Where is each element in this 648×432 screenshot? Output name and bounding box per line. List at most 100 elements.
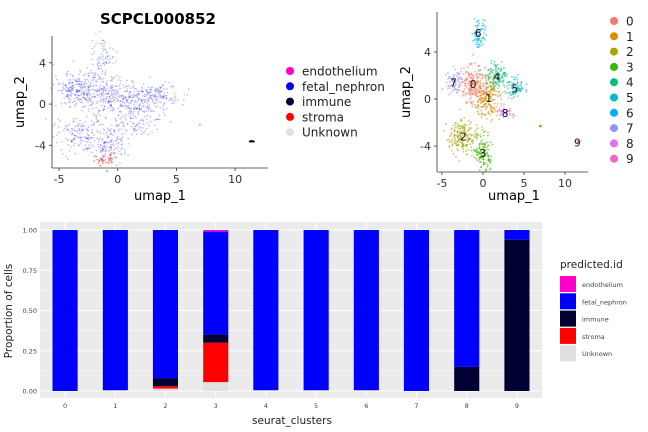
cluster-point bbox=[481, 128, 484, 131]
umap-point bbox=[71, 140, 73, 142]
cluster-label: 3 bbox=[480, 148, 487, 160]
cluster-point bbox=[473, 75, 476, 77]
umap-point bbox=[89, 94, 91, 97]
umap-point bbox=[138, 128, 140, 131]
cluster-point bbox=[475, 82, 477, 85]
cluster-point bbox=[457, 86, 460, 89]
umap-point bbox=[105, 61, 108, 64]
umap-point bbox=[116, 90, 118, 93]
umap-point bbox=[96, 120, 98, 123]
umap-point bbox=[79, 87, 82, 89]
cluster-point bbox=[456, 135, 459, 138]
legend-swatch bbox=[286, 112, 294, 121]
umap-point bbox=[61, 92, 64, 95]
umap-point bbox=[161, 96, 163, 99]
umap-point bbox=[84, 140, 86, 143]
cluster-point bbox=[500, 67, 502, 70]
umap-point bbox=[110, 90, 113, 92]
umap-point bbox=[82, 74, 85, 76]
umap-point bbox=[77, 98, 79, 101]
umap-point bbox=[164, 94, 167, 97]
umap-point bbox=[124, 104, 127, 107]
y-tick-label: -4 bbox=[35, 139, 46, 152]
cluster-point bbox=[458, 140, 461, 143]
umap-point bbox=[83, 81, 86, 84]
cluster-point bbox=[497, 68, 500, 70]
umap-legend: endotheliumfetal_nephronimmunestromaUnkn… bbox=[286, 65, 385, 140]
umap-point bbox=[83, 94, 85, 96]
umap-point bbox=[93, 114, 96, 116]
umap-point bbox=[162, 84, 164, 86]
bar-segment-Unknown bbox=[152, 388, 178, 391]
umap-point bbox=[112, 56, 114, 59]
cluster-point bbox=[462, 150, 465, 153]
umap-point bbox=[114, 147, 117, 150]
umap-point bbox=[133, 103, 135, 105]
umap-point bbox=[86, 141, 88, 143]
umap-point bbox=[81, 85, 83, 88]
umap-point bbox=[69, 86, 72, 89]
cluster-point bbox=[473, 18, 476, 20]
umap-point bbox=[131, 99, 133, 102]
cluster-point bbox=[467, 119, 470, 122]
umap-point bbox=[132, 127, 135, 130]
cluster-point bbox=[473, 134, 475, 136]
umap-point bbox=[170, 85, 172, 88]
cluster-point bbox=[487, 86, 490, 88]
umap-point bbox=[90, 99, 92, 102]
umap-point bbox=[115, 119, 117, 121]
umap-point bbox=[88, 147, 90, 149]
cluster-point bbox=[486, 92, 489, 95]
umap-point bbox=[65, 74, 68, 77]
umap-point bbox=[151, 98, 153, 100]
umap-point bbox=[90, 124, 93, 127]
umap-point bbox=[149, 91, 152, 94]
umap-point bbox=[69, 101, 71, 104]
umap-point bbox=[137, 108, 139, 110]
umap-point bbox=[163, 88, 165, 90]
umap-point bbox=[81, 127, 83, 129]
umap-point bbox=[95, 149, 98, 152]
umap-point bbox=[108, 62, 110, 64]
cluster-point bbox=[462, 143, 465, 146]
y-tick-label: 4 bbox=[39, 57, 46, 70]
umap-point bbox=[110, 161, 113, 164]
cluster-point bbox=[478, 145, 481, 148]
umap-point bbox=[84, 105, 87, 107]
umap-point bbox=[77, 94, 80, 97]
umap-point bbox=[163, 102, 166, 104]
umap-point bbox=[104, 97, 107, 100]
cluster-point bbox=[478, 76, 480, 79]
umap-point bbox=[103, 85, 105, 88]
cluster-point bbox=[489, 70, 492, 73]
cluster-point bbox=[469, 143, 471, 146]
umap-point bbox=[146, 105, 149, 107]
cluster-point bbox=[461, 136, 463, 139]
cluster-point bbox=[475, 133, 477, 136]
umap-point bbox=[91, 88, 93, 91]
cluster-point bbox=[504, 112, 506, 115]
legend-label: 7 bbox=[626, 122, 634, 136]
umap-point bbox=[111, 86, 113, 89]
umap-point bbox=[91, 63, 94, 66]
cluster-point bbox=[481, 126, 483, 128]
cluster-point bbox=[525, 88, 527, 91]
umap-point bbox=[143, 104, 145, 107]
umap-point bbox=[110, 109, 112, 111]
umap-point bbox=[114, 101, 116, 104]
umap-point bbox=[163, 95, 165, 97]
umap-point bbox=[101, 92, 104, 95]
umap-point bbox=[125, 90, 127, 92]
umap-point bbox=[91, 95, 94, 98]
cluster-point bbox=[487, 76, 490, 79]
umap-point bbox=[155, 87, 157, 89]
cluster-point bbox=[481, 74, 484, 77]
umap-point bbox=[105, 62, 108, 64]
umap-point bbox=[136, 95, 139, 98]
cluster-point bbox=[465, 145, 468, 148]
umap-point bbox=[77, 123, 80, 125]
umap-point bbox=[121, 143, 124, 145]
cluster-point bbox=[450, 140, 452, 142]
umap-point bbox=[83, 97, 85, 99]
umap-point bbox=[125, 98, 128, 101]
